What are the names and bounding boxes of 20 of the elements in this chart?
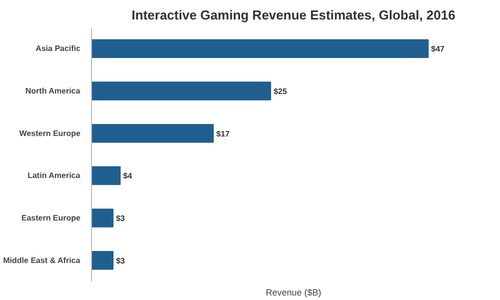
data-label: $3 [116,214,126,223]
bar [92,39,429,58]
data-label: $17 [216,129,230,138]
y-tick-label: Eastern Europe [21,214,82,222]
chart-title: Interactive Gaming Revenue Estimates, Global, 2016 [132,8,456,22]
y-tick-label: Middle East & Africa [3,256,81,265]
x-axis-title: Revenue ($B) [266,288,322,298]
bar [92,82,272,100]
bar [92,208,114,228]
data-label: $3 [116,256,126,266]
bar [92,250,114,270]
y-tick-label: Latin America [28,171,81,180]
y-tick-label: Western Europe [19,128,82,138]
bar [92,166,121,186]
bar [92,124,214,143]
y-tick-label: North America [25,86,81,96]
y-tick-label: Asia Pacific [36,44,82,54]
data-label: $25 [274,87,288,96]
data-label: $47 [431,44,446,54]
data-label: $4 [123,172,133,181]
